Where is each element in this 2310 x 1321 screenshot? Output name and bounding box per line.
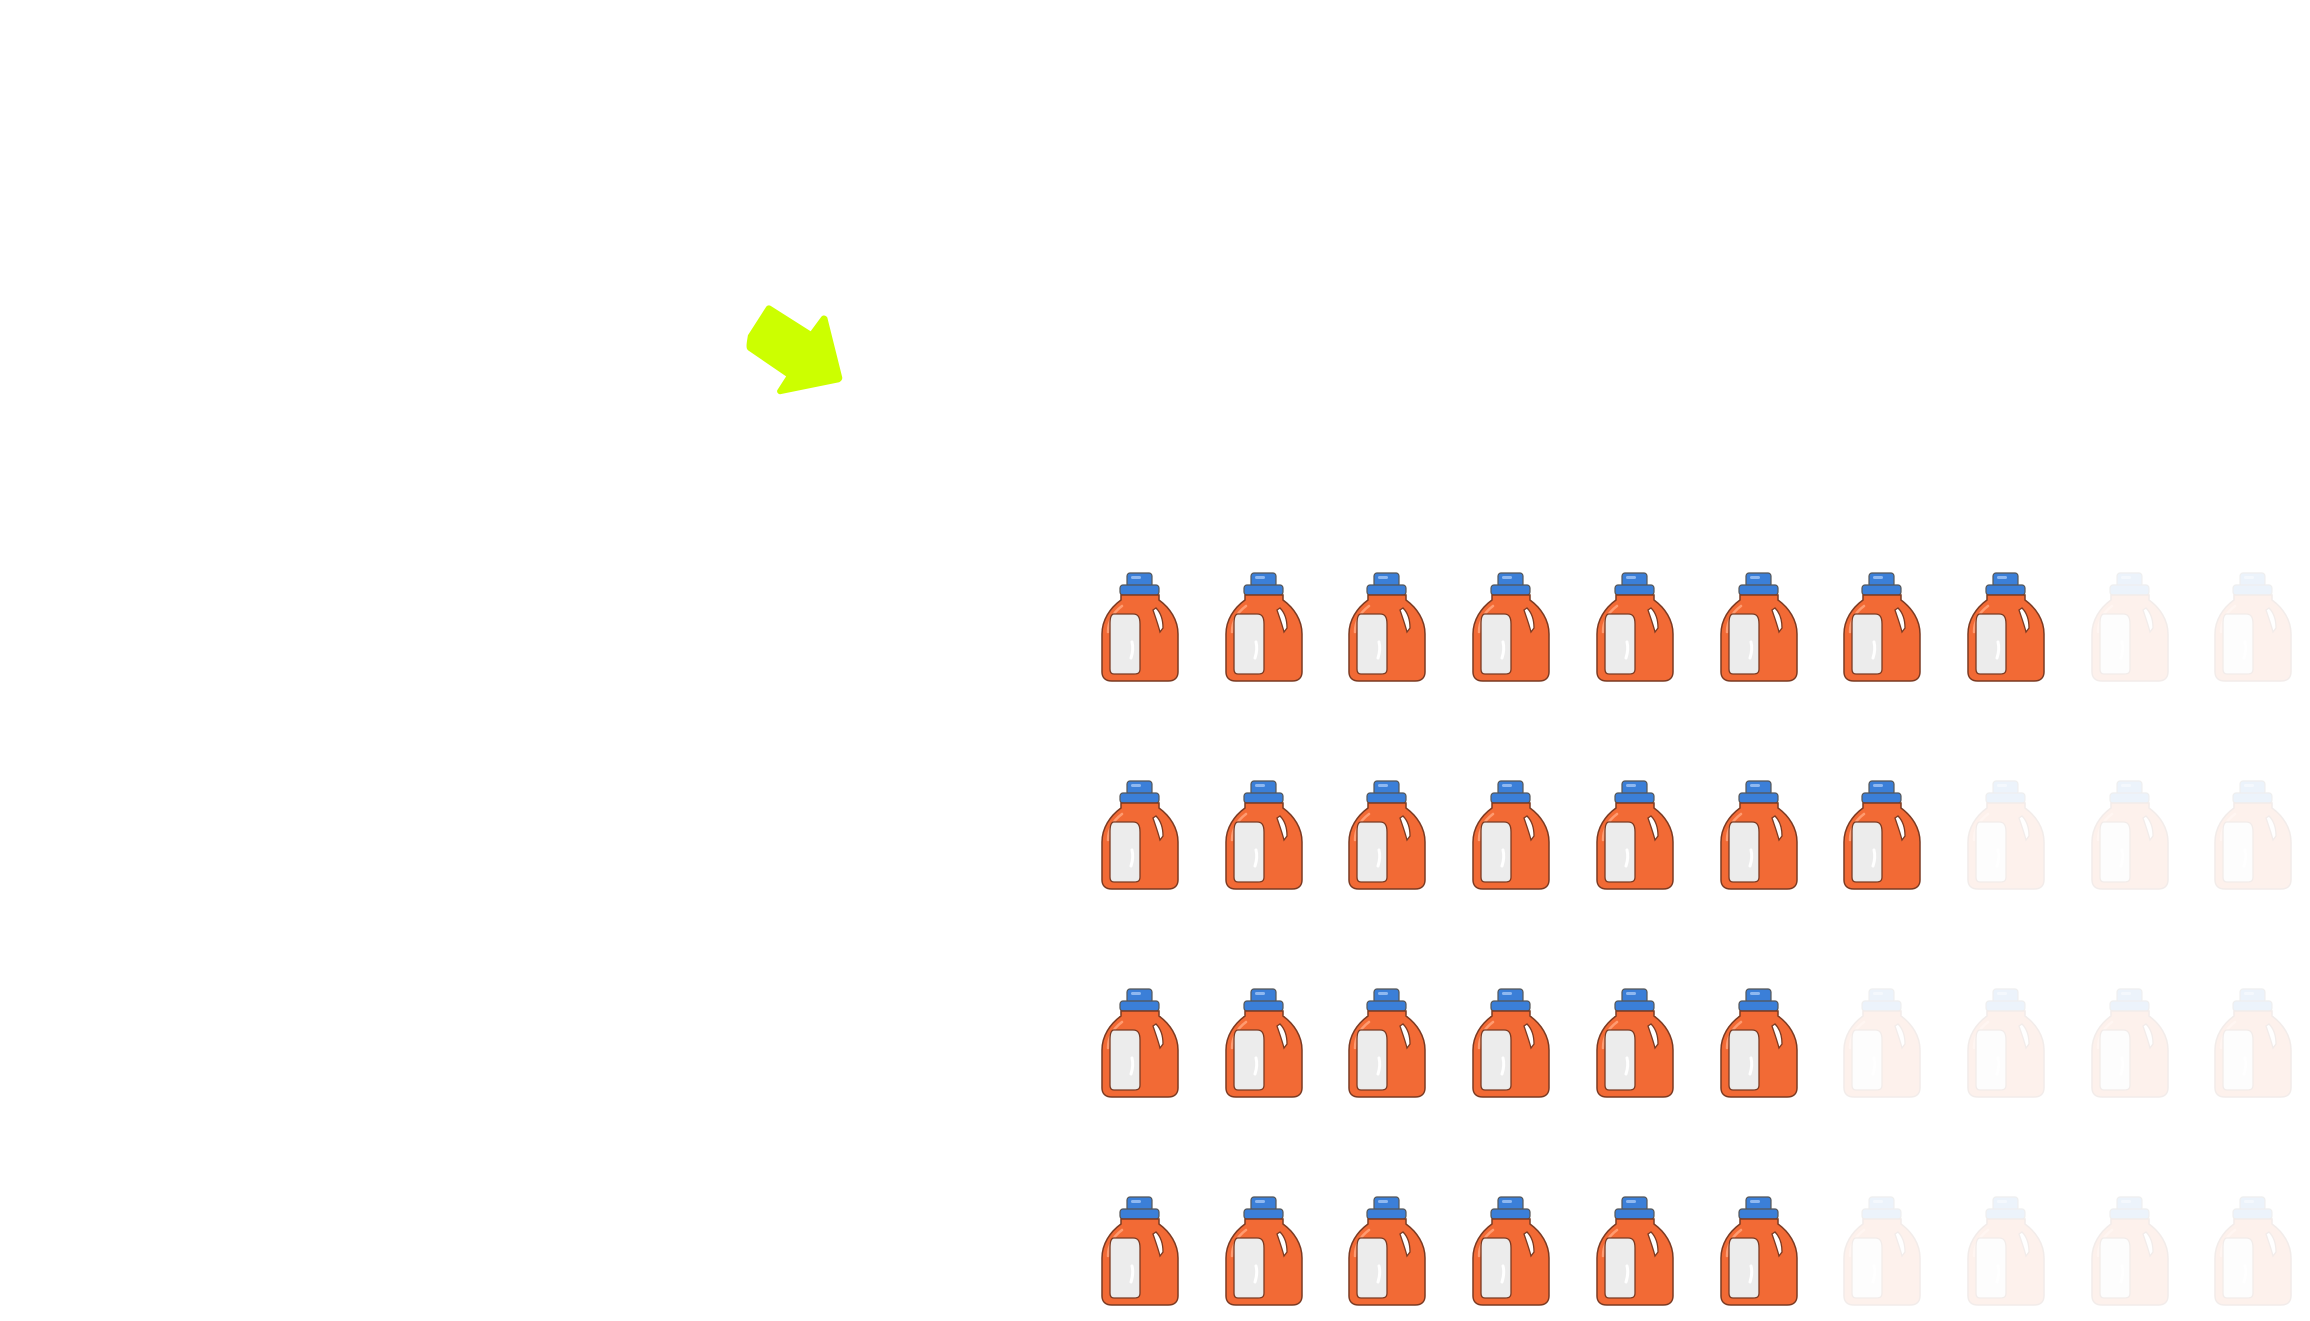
bottle-icon-filled (1471, 572, 1551, 682)
bottle-icon-filled (1100, 572, 1180, 682)
bottle-icon-filled (1347, 780, 1427, 890)
bottle-icon-empty (1966, 988, 2046, 1098)
bottle-icon-filled (1842, 780, 1922, 890)
bottle-icon-empty (2213, 988, 2293, 1098)
bottle-icon-filled (1719, 988, 1799, 1098)
bottle-icon-empty (2090, 1196, 2170, 1306)
bottle-icon-filled (1100, 1196, 1180, 1306)
bottle-icon-filled (1100, 780, 1180, 890)
bottle-icon-empty (2090, 780, 2170, 890)
bottle-icon-filled (1842, 572, 1922, 682)
bottle-icon-filled (1100, 988, 1180, 1098)
bottle-icon-empty (2090, 572, 2170, 682)
bottle-icon-filled (1595, 1196, 1675, 1306)
bottle-icon-filled (1471, 1196, 1551, 1306)
bottle-icon-filled (1347, 572, 1427, 682)
bottle-icon-filled (1595, 988, 1675, 1098)
bottle-icon-filled (1719, 1196, 1799, 1306)
bottle-icon-filled (1347, 988, 1427, 1098)
bottle-icon-filled (1595, 572, 1675, 682)
arrow-shape (746, 305, 843, 395)
bottle-icon-filled (1224, 988, 1304, 1098)
arrow-down-right-icon (746, 305, 843, 395)
bottle-icon-empty (1966, 780, 2046, 890)
bottle-icon-filled (1595, 780, 1675, 890)
bottle-icon-filled (1719, 780, 1799, 890)
bottle-icon-filled (1719, 572, 1799, 682)
bottle-icon-empty (1842, 988, 1922, 1098)
bottle-icon-filled (1224, 780, 1304, 890)
bottle-icon-filled (1471, 988, 1551, 1098)
bottle-icon-filled (1347, 1196, 1427, 1306)
bottle-icon-empty (2213, 572, 2293, 682)
bottle-icon-empty (2090, 988, 2170, 1098)
bottle-icon-filled (1224, 1196, 1304, 1306)
bottle-icon-filled (1224, 572, 1304, 682)
bottle-icon-empty (1842, 1196, 1922, 1306)
bottle-icon-filled (1966, 572, 2046, 682)
bottle-icon-empty (2213, 1196, 2293, 1306)
bottle-icon-empty (2213, 780, 2293, 890)
bottle-icon-empty (1966, 1196, 2046, 1306)
bottle-icon-filled (1471, 780, 1551, 890)
